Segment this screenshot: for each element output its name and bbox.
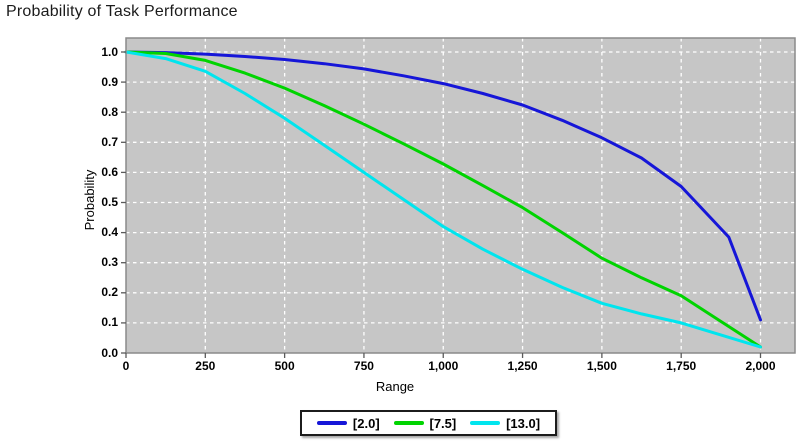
- x-tick-label: 1,750: [666, 359, 697, 373]
- legend-label: [2.0]: [352, 415, 380, 431]
- legend-item: [13.0]: [470, 416, 540, 431]
- x-tick-label: 0: [122, 359, 130, 373]
- x-tick-label: 500: [274, 359, 295, 373]
- x-tick-label: 1,250: [507, 359, 538, 373]
- x-tick-label: 1,000: [428, 359, 459, 373]
- y-tick-label: 0.2: [101, 285, 118, 300]
- y-axis-title: Probability: [82, 169, 97, 231]
- y-tick-label: 0.9: [101, 74, 118, 89]
- legend-item: [7.5]: [393, 415, 457, 431]
- x-axis-title: Range: [375, 379, 415, 394]
- y-tick-label: 0.7: [101, 134, 118, 149]
- y-tick-label: 0.6: [101, 164, 118, 179]
- y-tick-label: 0.3: [101, 255, 118, 270]
- legend: [2.0] [7.5] [13.0]: [300, 410, 557, 436]
- x-tick-label: 1,500: [586, 359, 617, 373]
- y-tick-label: 0.8: [101, 104, 118, 119]
- legend-label: [13.0]: [506, 415, 541, 431]
- plot-border: [125, 37, 796, 354]
- y-tick-label: 0.0: [101, 345, 118, 360]
- x-tick-label: 2,000: [745, 359, 776, 373]
- legend-line-swatch: [393, 421, 424, 425]
- y-tick-label: 0.5: [101, 195, 118, 209]
- legend-item: [2.0]: [316, 415, 380, 431]
- y-tick-label: 0.4: [101, 225, 118, 240]
- series-line: [124, 50, 762, 349]
- legend-line-swatch: [316, 421, 347, 425]
- series-line: [124, 50, 762, 349]
- legend-label: [7.5]: [429, 415, 457, 431]
- y-tick-label: 0.1: [101, 315, 118, 330]
- series-line: [124, 50, 762, 322]
- y-tick-label: 1.0: [101, 44, 118, 59]
- x-tick-label: 750: [353, 359, 374, 373]
- chart-title: Probability of Task Performance: [6, 3, 238, 20]
- legend-line-swatch: [470, 421, 501, 425]
- x-tick-label: 250: [195, 359, 216, 373]
